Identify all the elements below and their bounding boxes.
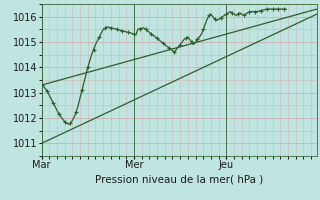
X-axis label: Pression niveau de la mer( hPa ): Pression niveau de la mer( hPa ) xyxy=(95,174,263,184)
